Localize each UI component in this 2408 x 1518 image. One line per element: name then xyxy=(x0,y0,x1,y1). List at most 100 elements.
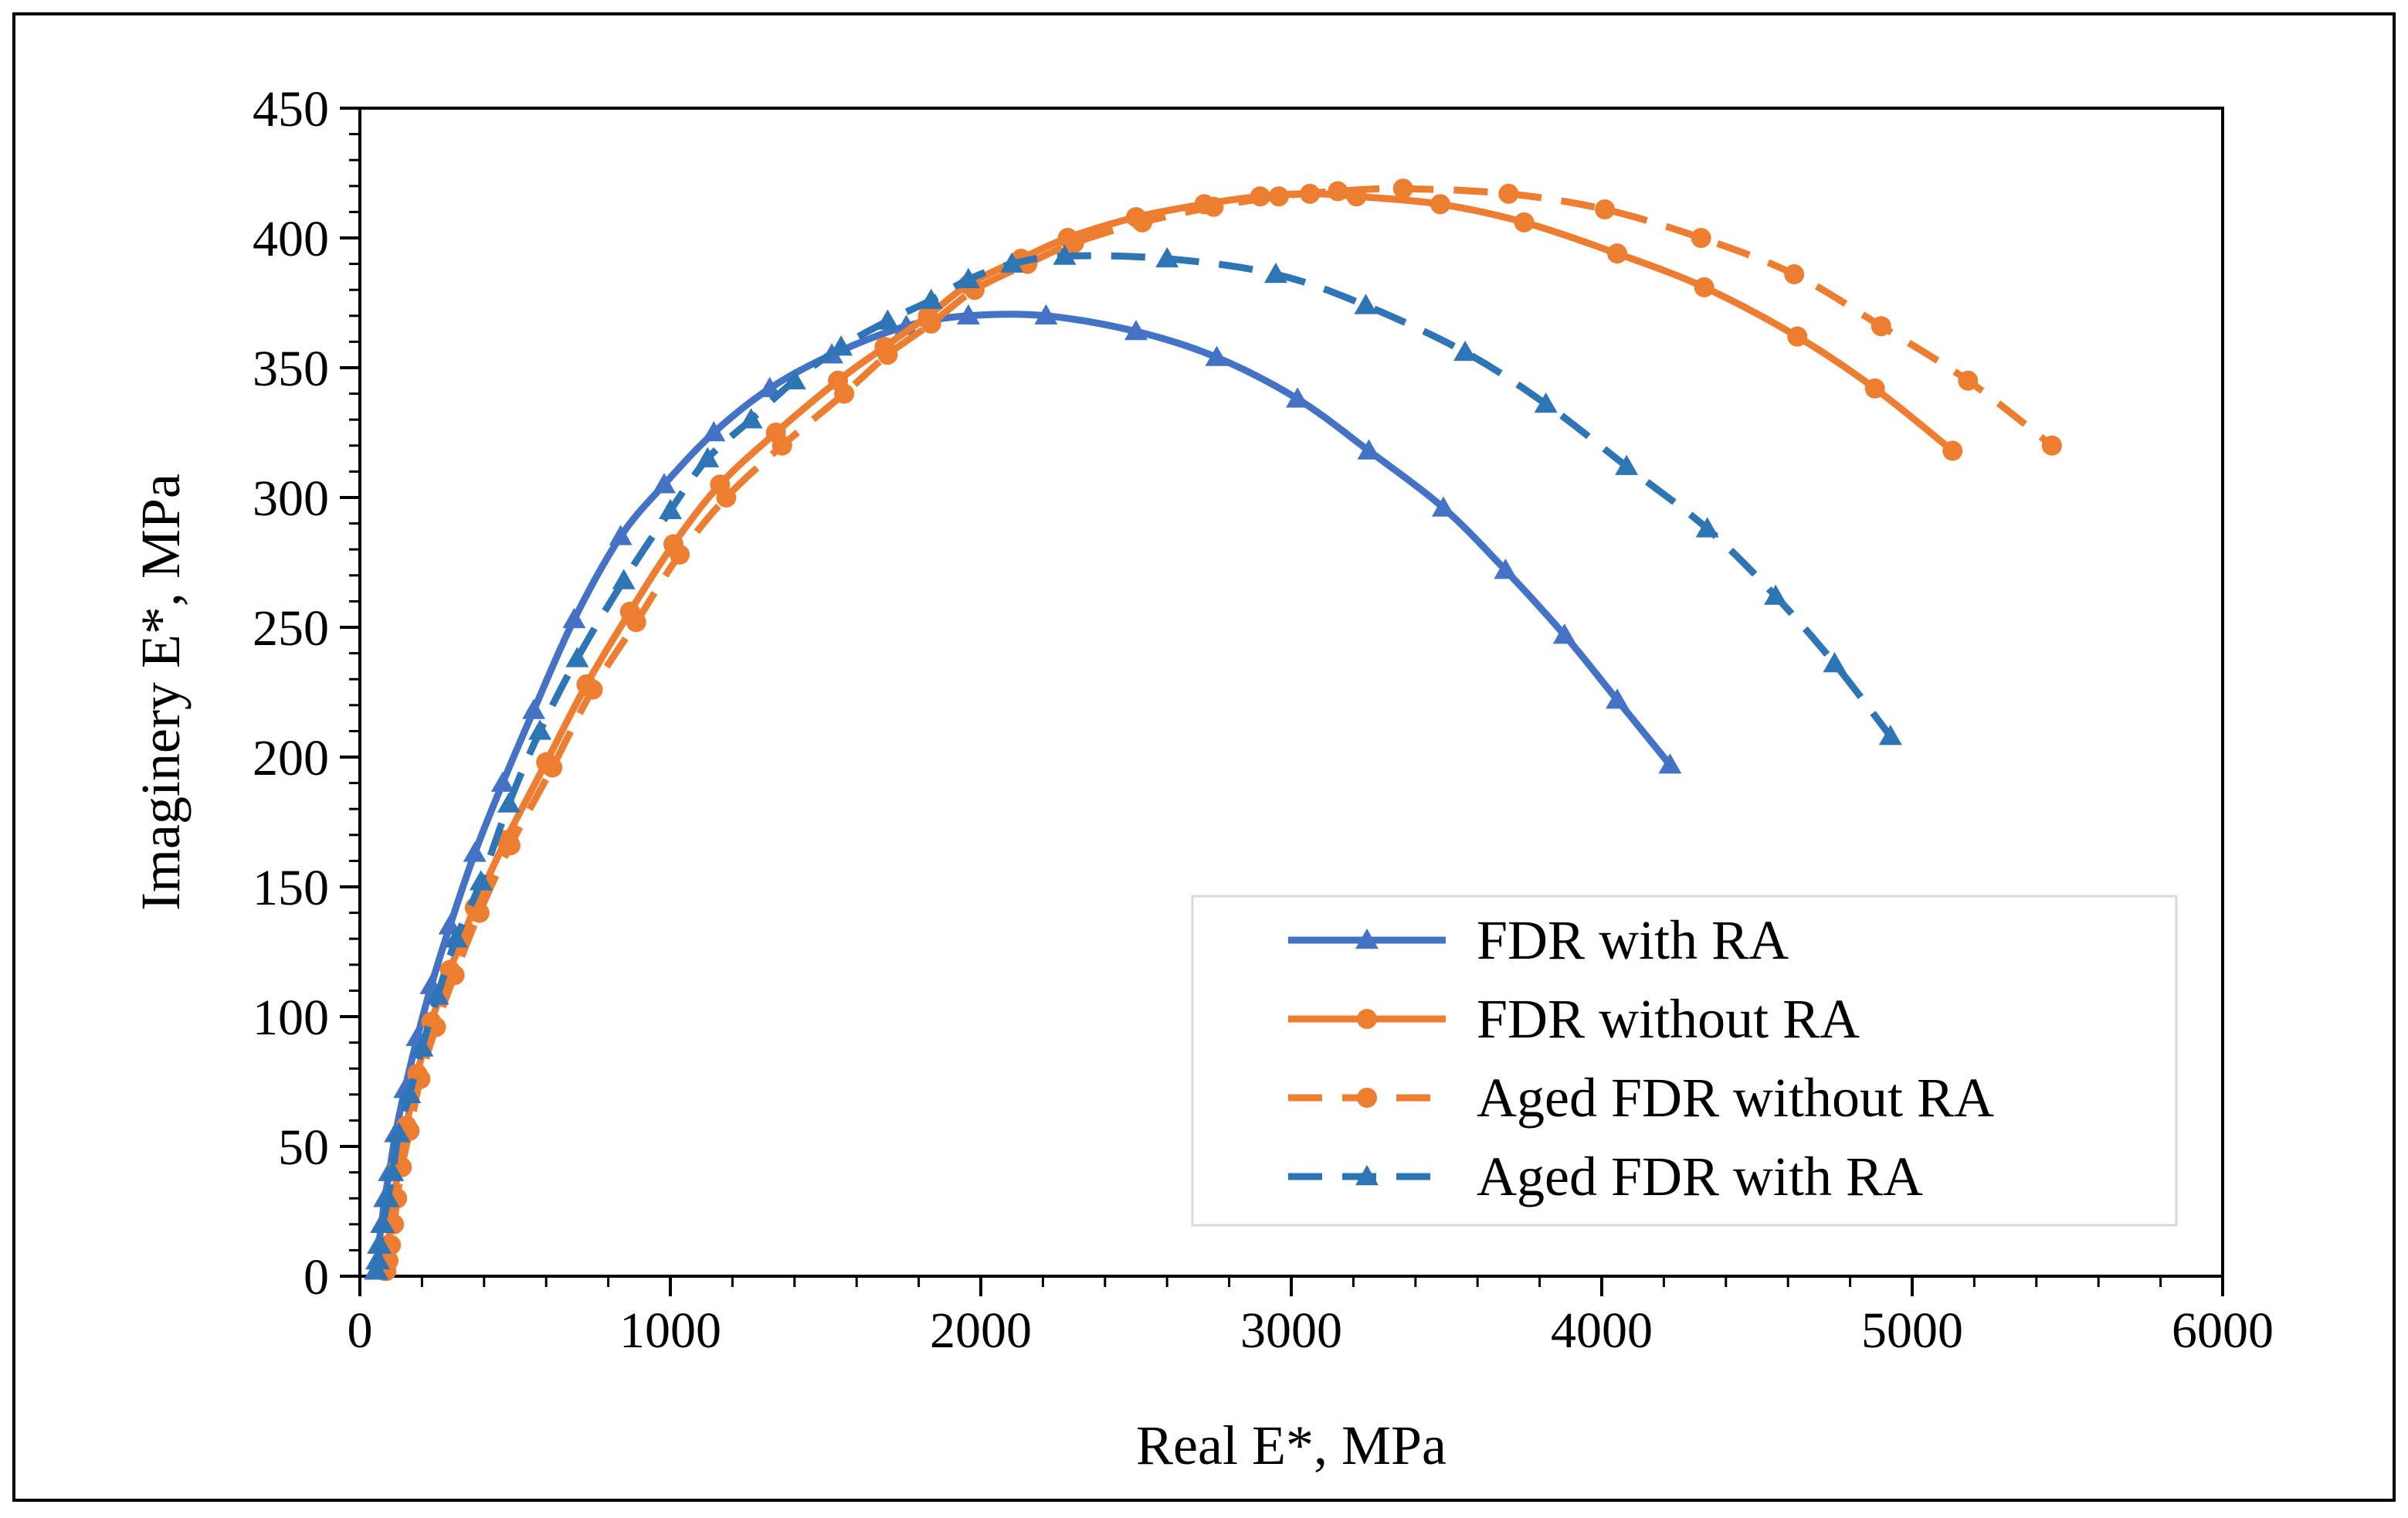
data-point-fdr-without-ra xyxy=(1607,243,1628,264)
data-point-aged-fdr-with-ra xyxy=(371,1212,395,1234)
figure-border xyxy=(12,12,2396,1502)
data-point-fdr-with-ra xyxy=(1357,439,1381,460)
y-tick-label: 400 xyxy=(253,211,329,267)
legend-entry-aged-fdr-with-ra: Aged FDR with RA xyxy=(1288,1146,1923,1207)
data-point-fdr-with-ra xyxy=(702,421,726,442)
x-tick-label: 0 xyxy=(348,1302,373,1359)
data-point-aged-fdr-without-ra xyxy=(1691,228,1711,248)
data-point-fdr-with-ra xyxy=(1552,623,1576,644)
data-point-aged-fdr-with-ra xyxy=(444,927,468,948)
data-point-aged-fdr-with-ra xyxy=(368,1233,392,1254)
x-tick-label: 5000 xyxy=(1861,1302,1963,1359)
data-point-aged-fdr-without-ra xyxy=(1498,183,1519,204)
data-point-aged-fdr-without-ra xyxy=(834,383,855,404)
legend-entries: FDR with RA FDR without RA Aged FDR withou… xyxy=(1288,909,1994,1207)
data-point-fdr-with-ra xyxy=(1658,753,1682,774)
series-aged-fdr-with-ra xyxy=(365,244,1902,1280)
data-point-aged-fdr-with-ra xyxy=(1053,244,1077,265)
data-point-aged-fdr-with-ra xyxy=(919,288,943,309)
data-point-fdr-without-ra xyxy=(1787,326,1808,347)
series-layer xyxy=(364,178,2062,1282)
x-tick-label: 4000 xyxy=(1551,1302,1653,1359)
y-tick-label: 50 xyxy=(278,1119,329,1176)
data-point-aged-fdr-with-ra xyxy=(367,1248,391,1270)
legend-label: Aged FDR with RA xyxy=(1477,1146,1923,1207)
data-point-fdr-without-ra xyxy=(1694,277,1714,297)
data-point-aged-fdr-without-ra xyxy=(1870,316,1891,337)
data-point-fdr-without-ra xyxy=(1864,378,1885,399)
data-point-aged-fdr-with-ra xyxy=(1263,263,1287,284)
data-point-aged-fdr-with-ra xyxy=(398,1082,422,1104)
data-point-aged-fdr-without-ra xyxy=(444,965,465,986)
data-point-aged-fdr-with-ra xyxy=(1155,246,1179,268)
data-point-aged-fdr-without-ra xyxy=(1132,212,1153,233)
data-point-aged-fdr-without-ra xyxy=(2041,435,2062,456)
data-point-aged-fdr-with-ra xyxy=(469,870,493,891)
data-point-aged-fdr-without-ra xyxy=(426,1017,446,1037)
data-point-aged-fdr-with-ra xyxy=(365,1259,389,1280)
data-point-aged-fdr-with-ra xyxy=(782,368,806,390)
data-point-aged-fdr-without-ra xyxy=(716,487,737,508)
data-point-aged-fdr-with-ra xyxy=(1534,392,1558,413)
data-point-aged-fdr-without-ra xyxy=(469,902,490,923)
data-point-aged-fdr-with-ra xyxy=(739,408,763,429)
data-point-fdr-with-ra xyxy=(1286,387,1310,408)
legend-label: FDR without RA xyxy=(1477,988,1860,1050)
data-point-aged-fdr-without-ra xyxy=(582,679,603,700)
data-point-aged-fdr-with-ra xyxy=(829,335,853,356)
data-point-fdr-with-ra xyxy=(1494,559,1518,579)
data-point-aged-fdr-without-ra xyxy=(1268,186,1289,207)
data-point-aged-fdr-without-ra xyxy=(500,835,521,856)
data-point-aged-fdr-with-ra xyxy=(1695,517,1719,538)
data-point-fdr-with-ra xyxy=(956,304,980,325)
data-point-fdr-with-ra xyxy=(652,473,676,494)
y-tick-label: 100 xyxy=(253,990,329,1046)
legend-label: FDR with RA xyxy=(1477,909,1789,971)
data-point-aged-fdr-with-ra xyxy=(1000,252,1024,273)
data-point-aged-fdr-without-ra xyxy=(1063,233,1084,253)
y-tick-label: 250 xyxy=(253,600,329,657)
x-axis-title: Real E*, MPa xyxy=(1136,1414,1446,1476)
data-point-aged-fdr-without-ra xyxy=(1392,178,1413,199)
x-tick-label: 2000 xyxy=(930,1302,1032,1359)
data-point-aged-fdr-with-ra xyxy=(426,984,449,1005)
data-point-aged-fdr-with-ra xyxy=(876,309,900,330)
data-point-aged-fdr-with-ra xyxy=(381,1160,405,1181)
legend-entry-aged-fdr-without-ra: Aged FDR without RA xyxy=(1288,1067,1994,1129)
legend: FDR with RA FDR without RA Aged FDR withou… xyxy=(1191,895,2178,1227)
data-point-fdr-with-ra xyxy=(609,525,633,545)
data-point-aged-fdr-without-ra xyxy=(877,345,898,365)
data-point-aged-fdr-with-ra xyxy=(1823,652,1847,673)
y-tick-label: 0 xyxy=(304,1249,329,1306)
x-tick-label: 3000 xyxy=(1240,1302,1342,1359)
data-point-aged-fdr-with-ra xyxy=(1764,584,1788,605)
data-point-aged-fdr-with-ra xyxy=(528,719,552,740)
legend-marker xyxy=(1355,1165,1379,1186)
axes-layer: 0 1000 2000 3000 4000 5000 6000 0 50 100 150 200 250… xyxy=(253,81,2274,1359)
legend-box xyxy=(1191,895,2178,1227)
data-point-aged-fdr-with-ra xyxy=(659,498,682,520)
data-point-aged-fdr-with-ra xyxy=(1878,725,1902,745)
data-point-aged-fdr-with-ra xyxy=(956,267,980,289)
data-point-aged-fdr-with-ra xyxy=(376,1187,400,1207)
data-point-aged-fdr-without-ra xyxy=(1784,264,1805,285)
data-point-aged-fdr-with-ra xyxy=(565,647,589,667)
x-tick-label: 6000 xyxy=(2172,1302,2274,1359)
data-point-fdr-without-ra xyxy=(1514,212,1535,233)
data-point-aged-fdr-without-ra xyxy=(1328,181,1348,202)
data-point-aged-fdr-with-ra xyxy=(696,447,720,467)
legend-marker xyxy=(1357,1009,1377,1029)
x-tick-label: 1000 xyxy=(619,1302,721,1359)
data-point-aged-fdr-with-ra xyxy=(387,1122,411,1143)
data-point-fdr-with-ra xyxy=(1124,319,1148,341)
data-point-fdr-with-ra xyxy=(562,607,586,629)
legend-entry-fdr-with-ra: FDR with RA xyxy=(1288,909,1789,971)
data-point-aged-fdr-with-ra xyxy=(1615,454,1639,475)
data-point-fdr-with-ra xyxy=(522,698,546,719)
y-tick-label: 450 xyxy=(253,81,329,138)
data-point-fdr-with-ra xyxy=(1205,345,1229,366)
data-point-fdr-without-ra xyxy=(1942,440,1963,461)
y-tick-label: 350 xyxy=(253,341,329,397)
